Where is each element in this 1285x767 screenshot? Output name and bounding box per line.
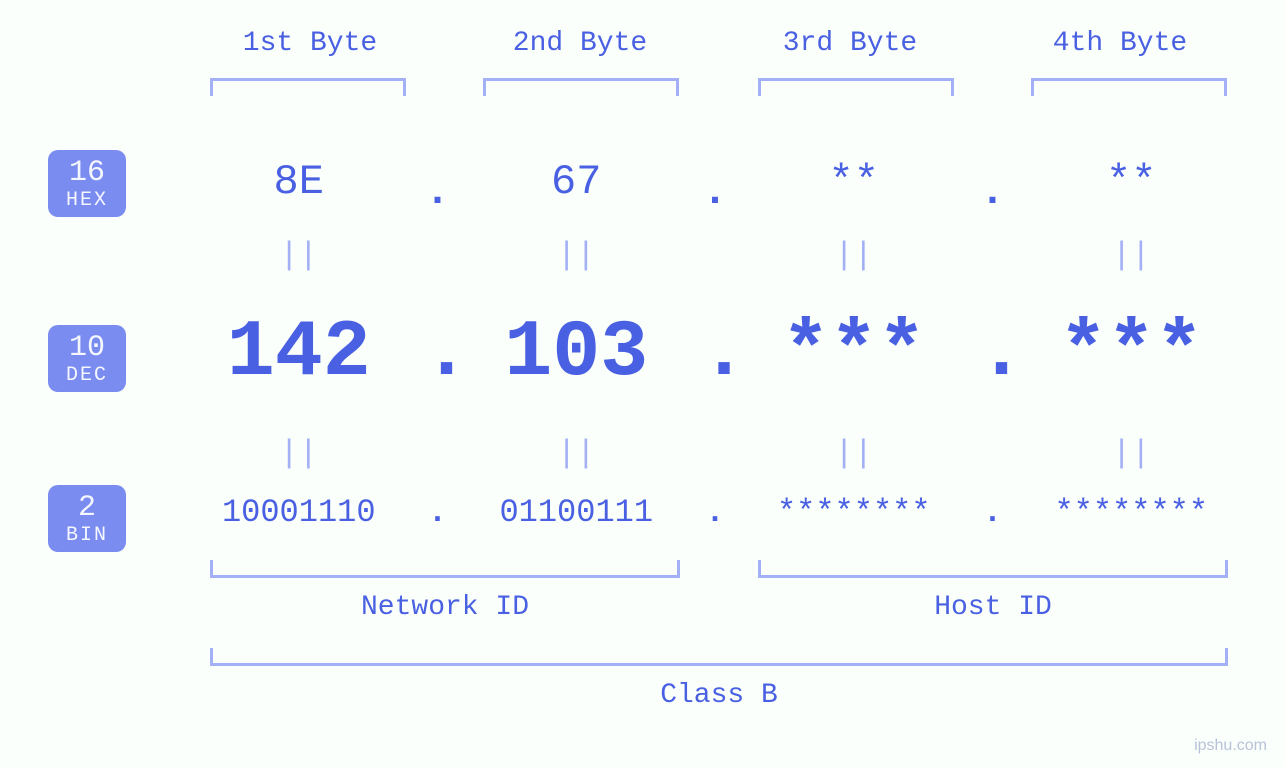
host-id-bracket [758,560,1228,578]
dot-separator: . [423,168,453,216]
byte-header-1: 1st Byte [175,28,445,59]
bin-byte-3: ******** [730,494,978,531]
byte-headers-row: 1st Byte 2nd Byte 3rd Byte 4th Byte [175,28,1255,59]
equals-symbol: || [1008,237,1256,274]
hex-byte-4: ** [1008,158,1256,206]
equals-symbol: || [175,237,423,274]
hex-badge: 16 HEX [48,150,126,217]
dec-row: 142 . 103 . *** . *** [175,308,1255,399]
dec-byte-4: *** [1008,308,1256,399]
host-id-label: Host ID [758,592,1228,623]
watermark: ipshu.com [1194,737,1267,755]
byte-header-4: 4th Byte [985,28,1255,59]
network-id-bracket [210,560,680,578]
byte-header-3: 3rd Byte [715,28,985,59]
dot-separator: . [700,168,730,216]
dot-separator: . [978,308,1008,399]
bin-badge-number: 2 [48,493,126,525]
byte-header-2: 2nd Byte [445,28,715,59]
equals-symbol: || [730,237,978,274]
dec-byte-3: *** [730,308,978,399]
hex-row: 8E . 67 . ** . ** [175,158,1255,206]
dot-separator: . [423,308,453,399]
equals-symbol: || [453,435,701,472]
top-bracket-1 [210,78,406,96]
dec-badge: 10 DEC [48,325,126,392]
ip-diagram: 1st Byte 2nd Byte 3rd Byte 4th Byte 16 H… [0,0,1285,767]
hex-byte-3: ** [730,158,978,206]
dot-separator: . [700,494,730,531]
equals-symbol: || [1008,435,1256,472]
top-bracket-4 [1031,78,1227,96]
equals-symbol: || [175,435,423,472]
class-bracket [210,648,1228,666]
top-bracket-3 [758,78,954,96]
class-label: Class B [210,680,1228,711]
dec-badge-number: 10 [48,333,126,365]
equals-row-2: || || || || [175,435,1255,472]
bin-byte-1: 10001110 [175,494,423,531]
bin-byte-4: ******** [1008,494,1256,531]
hex-byte-1: 8E [175,158,423,206]
dec-byte-2: 103 [453,308,701,399]
bin-row: 10001110 . 01100111 . ******** . *******… [175,494,1255,531]
equals-symbol: || [730,435,978,472]
top-bracket-2 [483,78,679,96]
dot-separator: . [978,168,1008,216]
equals-symbol: || [453,237,701,274]
dot-separator: . [423,494,453,531]
hex-byte-2: 67 [453,158,701,206]
dot-separator: . [700,308,730,399]
dec-badge-label: DEC [48,365,126,386]
dot-separator: . [978,494,1008,531]
network-id-label: Network ID [210,592,680,623]
equals-row-1: || || || || [175,237,1255,274]
bin-byte-2: 01100111 [453,494,701,531]
hex-badge-number: 16 [48,158,126,190]
bin-badge-label: BIN [48,525,126,546]
dec-byte-1: 142 [175,308,423,399]
hex-badge-label: HEX [48,190,126,211]
bin-badge: 2 BIN [48,485,126,552]
